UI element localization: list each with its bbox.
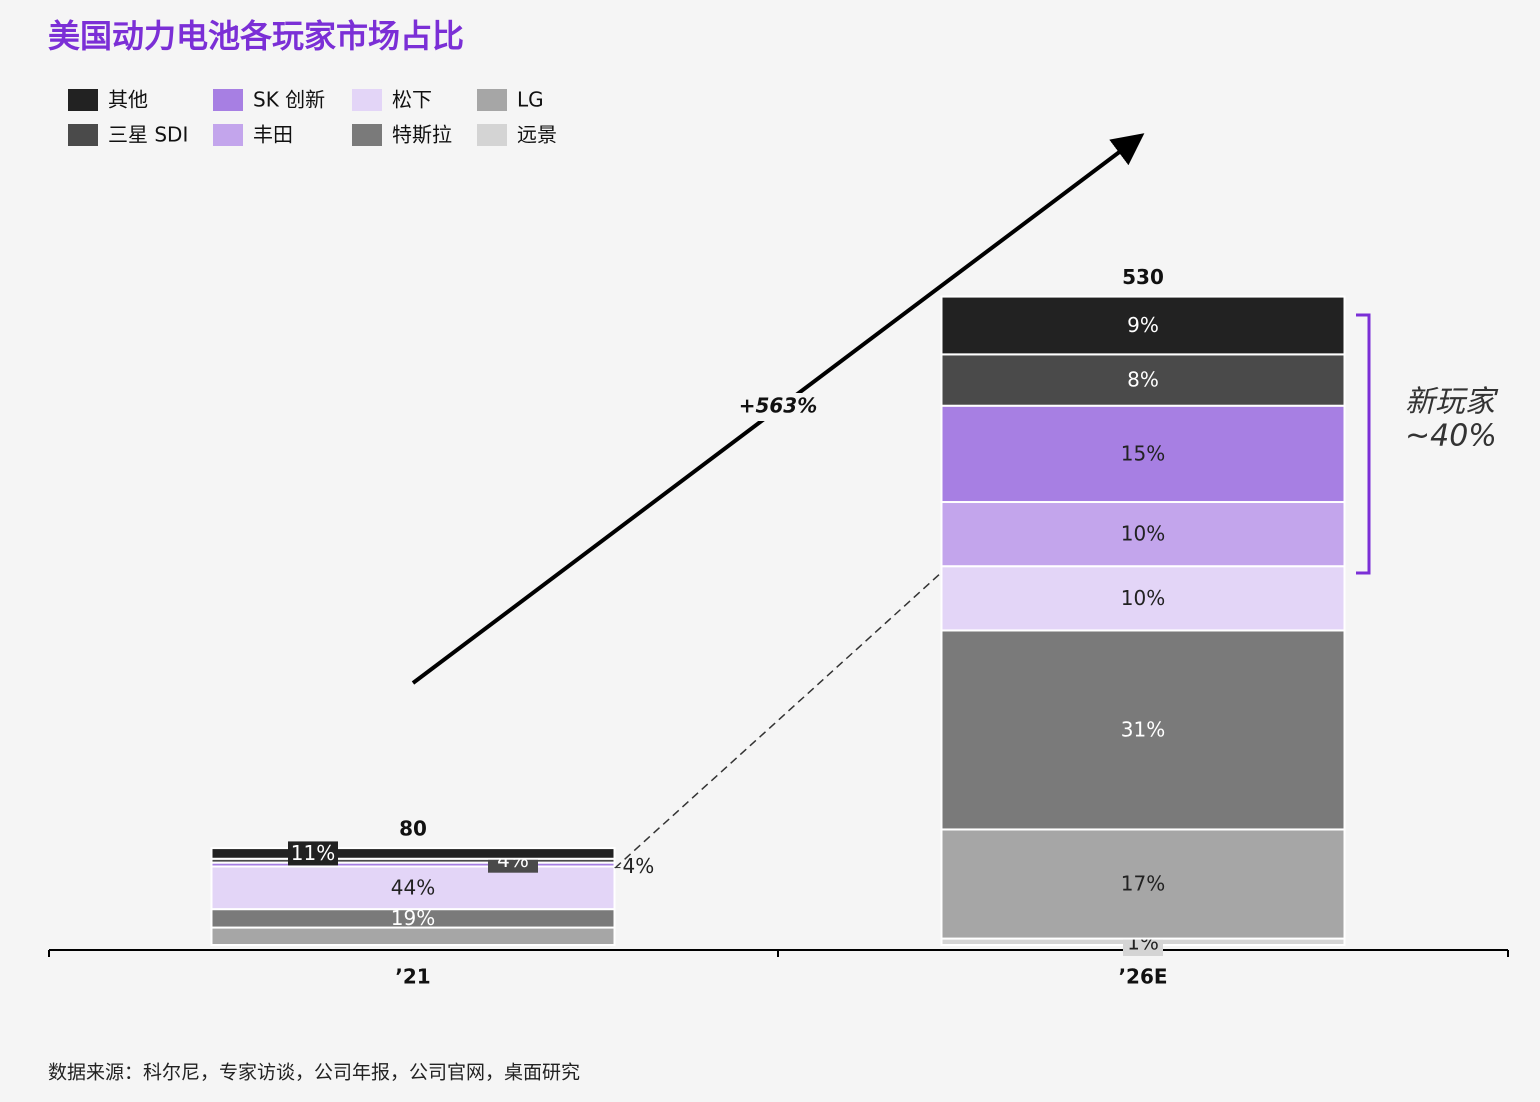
bar-segment [940, 828, 1346, 940]
value-label: 10% [1121, 586, 1165, 610]
legend-label: 三星 SDI [108, 123, 188, 147]
bar-segment [210, 865, 616, 911]
legend-swatch [68, 124, 98, 146]
source-note: 数据来源：科尔尼，专家访谈，公司年报，公司官网，桌面研究 [48, 1062, 580, 1084]
value-label: 10% [1121, 522, 1165, 546]
legend-swatch [68, 89, 98, 111]
legend-swatch [477, 89, 507, 111]
value-label: 8% [1127, 368, 1159, 392]
legend-swatch [352, 89, 382, 111]
value-label: 44% [391, 875, 435, 899]
bar-segment [210, 926, 616, 947]
value-label: 17% [1121, 872, 1165, 896]
legend-label: SK 创新 [253, 88, 325, 112]
bar-segment [210, 847, 616, 860]
bar-segment [940, 565, 1346, 632]
legend-swatch [213, 124, 243, 146]
legend-label: 其他 [108, 88, 148, 112]
total-label: 80 [399, 817, 427, 841]
legend-label: 特斯拉 [392, 123, 452, 147]
x-tick-label: ’21 [395, 965, 430, 989]
value-label: 31% [1121, 717, 1165, 741]
bar-segment [940, 295, 1346, 356]
legend-swatch [352, 124, 382, 146]
bracket [1356, 313, 1371, 575]
value-label: 9% [1127, 313, 1159, 337]
value-label-bg [288, 841, 338, 866]
value-label: 4% [623, 854, 655, 878]
x-tick-label: ’26E [1118, 965, 1167, 989]
chart-title: 美国动力电池各玩家市场占比 [48, 17, 464, 55]
legend-label: 松下 [392, 88, 432, 112]
value-label: 15% [1121, 441, 1165, 465]
legend-swatch [477, 124, 507, 146]
legend-label: 丰田 [253, 123, 293, 147]
bracket-label: 新玩家 [1405, 385, 1499, 420]
value-label: 11% [291, 841, 335, 865]
legend-swatch [213, 89, 243, 111]
legend-label: LG [517, 88, 544, 112]
bar-segment [940, 404, 1346, 504]
total-label: 530 [1122, 265, 1164, 289]
legend-label: 远景 [517, 123, 557, 147]
bracket-label: ~40% [1405, 419, 1497, 454]
bar-segment [940, 353, 1346, 407]
bar-segment [940, 501, 1346, 568]
connector [614, 571, 943, 869]
growth-label: +563% [739, 394, 818, 418]
growth-label-bg [738, 393, 818, 421]
